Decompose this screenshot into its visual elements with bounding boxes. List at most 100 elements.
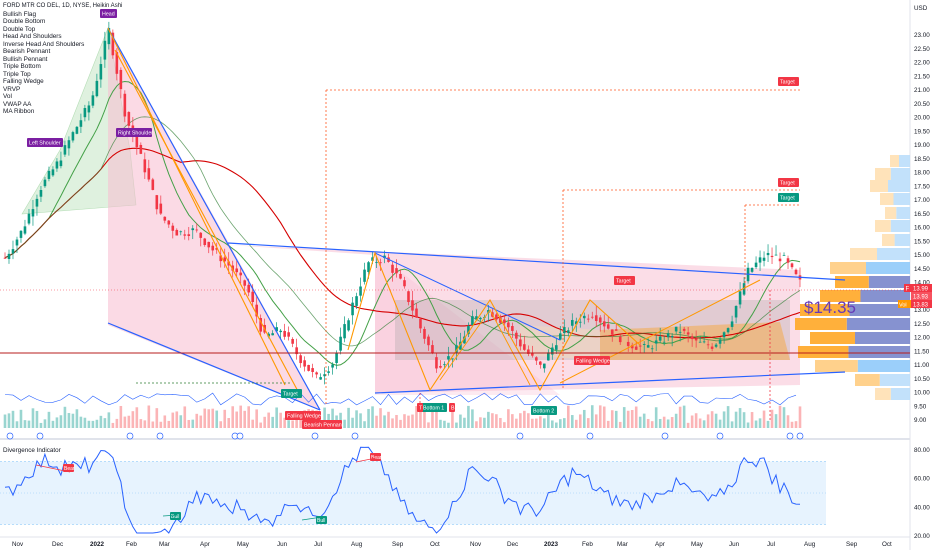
div-bear-2-label: Bear [371,455,382,461]
tag-target-1[interactable] [778,77,799,86]
price-tick: 14.00 [914,280,930,287]
legend-item[interactable]: Head And Shoulders [3,33,62,40]
tag-target-1-label: Target [780,80,795,86]
tag-head[interactable] [100,9,117,18]
legend-item[interactable]: MA Ribbon [3,108,35,115]
price-tick: 12.50 [914,321,930,328]
div-bear-1[interactable] [63,464,74,472]
currency-label: USD [914,5,928,12]
time-tick: Feb [126,541,137,548]
divergence-tick: 40.00 [914,504,930,511]
price-tick: 22.00 [914,60,930,67]
tag-left-shoulder[interactable] [27,138,63,147]
time-tick: Dec [52,541,63,548]
time-tick: Mar [159,541,170,548]
tag-t-mark[interactable] [417,403,423,412]
tag-bottom-2[interactable] [531,406,557,415]
pane-separator[interactable] [0,438,910,440]
volume-bars [3,392,804,440]
tag-target-2-label: Target [780,181,795,187]
time-tick: Oct [430,541,440,548]
price-tick: 12.00 [914,335,930,342]
tag-bearish-pennant[interactable] [302,420,342,429]
price-tick: 20.50 [914,101,930,108]
price-tick: 15.50 [914,238,930,245]
price-tick: 11.00 [914,362,930,369]
price-tick: 18.00 [914,170,930,177]
chart-title: FORD MTR CO DEL, 1D, NYSE, Heikin Ashi [3,3,123,9]
price-tick: 10.00 [914,390,930,397]
time-tick: Aug [804,541,816,548]
tag-bearish-pennant-label: Bearish Pennant [304,423,344,429]
time-tick: Jun [729,541,740,548]
time-tick: Nov [12,541,24,548]
time-tick: 2023 [544,541,559,548]
divergence-tick: 60.00 [914,476,930,483]
last-price-tag-bg [911,284,932,292]
divergence-tick: 20.00 [914,533,930,540]
legend-item[interactable]: Triple Bottom [3,63,41,70]
tag-target-3[interactable] [778,193,799,202]
trend-lines [0,27,910,420]
tag-target-4-label: Target [616,279,631,285]
legend-item[interactable]: Double Top [3,25,36,33]
tag-falling-wedge-label: Falling Wedge [287,414,321,420]
price-tag-3: 13.83 [913,303,929,309]
tag-bottom-1-label: Bottom 1 [423,406,444,412]
legend-item[interactable]: Inverse Head And Shoulders [3,40,85,48]
legend-item[interactable]: Bullish Flag [3,10,37,18]
div-bull-1[interactable] [170,512,181,520]
tag-falling-wedge-2[interactable] [574,356,610,365]
time-tick: 2022 [90,541,105,548]
price-tick: 13.00 [914,307,930,314]
time-tick: Mar [617,541,628,548]
time-tick: Jul [314,541,322,548]
div-bull-2[interactable] [316,516,327,524]
price-tick: 15.00 [914,252,930,259]
tag-target-4[interactable] [614,276,635,285]
price-tick: 22.50 [914,46,930,53]
vol-badge: Vol [899,303,907,309]
legend-item[interactable]: VWAP AA [3,100,32,108]
price-tick: 23.00 [914,32,930,39]
price-tag-2-bg [911,292,932,300]
candles [3,21,802,385]
tag-right-shoulder[interactable] [116,128,152,137]
tag-falling-wedge[interactable] [285,411,321,420]
price-tick: 19.50 [914,128,930,135]
price-tick: 21.50 [914,73,930,80]
tag-bottom-1[interactable] [421,403,447,412]
legend-item[interactable]: Triple Top [3,70,31,78]
tag-b-mark-label: B [451,406,455,412]
legend-item[interactable]: Falling Wedge [3,78,44,85]
legend-item[interactable]: Vol [3,93,12,100]
time-axis[interactable]: Nov Dec 2022 Feb Mar Apr May Jun Jul Aug Sep Oct Nov… [12,541,892,548]
legend-item[interactable]: Bearish Pennant [3,48,51,55]
pattern-tags[interactable]: Head Left Shoulder Right Shoulder Target Tar… [27,9,799,429]
legend-item[interactable]: Double Bottom [3,18,46,25]
legend-item[interactable]: Bullish Pennant [3,55,48,63]
indicator-legend: FORD MTR CO DEL, 1D, NYSE, Heikin Ashi B… [3,3,122,116]
time-tick: Sep [846,541,858,548]
price-axis[interactable]: 23.00 22.50 22.00 21.50 21.00 20.50 20.00 19.50… [898,5,932,424]
time-tick: Feb [582,541,593,548]
time-tick: Dec [507,541,518,548]
tag-b-mark[interactable] [449,403,455,412]
time-tick: Oct [882,541,892,548]
tag-bottom-2-label: Bottom 2 [533,409,554,415]
price-tick: 10.50 [914,376,930,383]
time-tick: Apr [655,541,665,548]
divergence-pane: Divergence Indicator 80.00 60.00 40.00 20.00… [0,446,930,540]
legend-item[interactable]: VRVP [3,85,21,93]
price-tick: 17.50 [914,183,930,190]
tag-target-2[interactable] [778,178,799,187]
tag-target-5[interactable] [281,389,302,398]
price-tick: 17.00 [914,197,930,204]
tag-head-label: Head [102,12,115,18]
price-tick: 19.00 [914,142,930,149]
time-tick: May [691,541,704,548]
divergence-tick: 80.00 [914,447,930,454]
time-tick: Jun [277,541,288,548]
